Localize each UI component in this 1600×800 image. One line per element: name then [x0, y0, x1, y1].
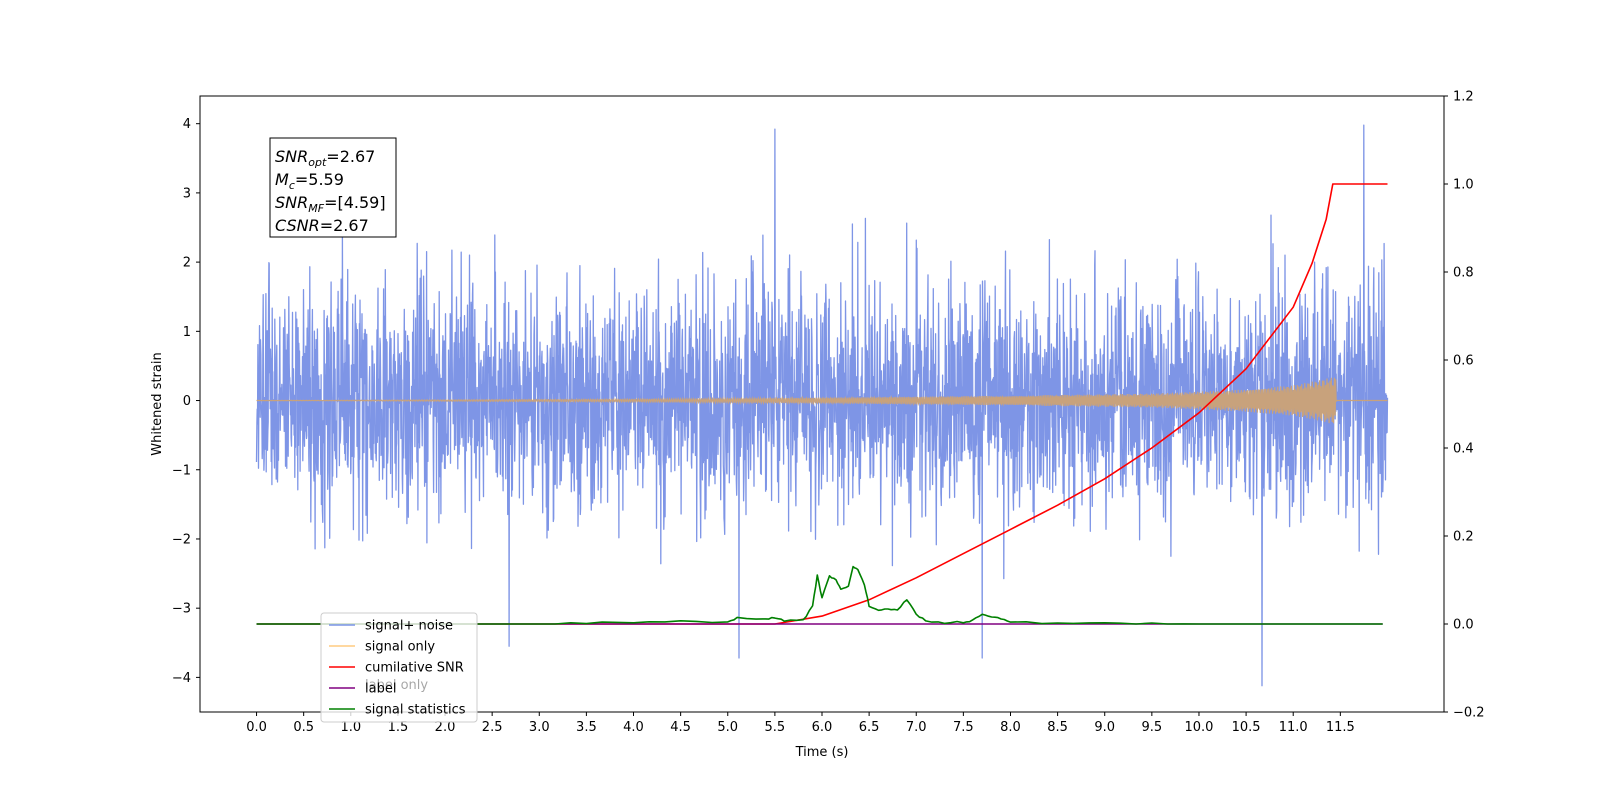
x-tick-label: 11.5 [1326, 720, 1355, 735]
x-axis-label: Time (s) [795, 745, 849, 760]
annotation-line: SNRopt=2.67 [275, 147, 375, 169]
y-axis-label: Whitened strain [150, 352, 165, 455]
x-tick-label: 1.0 [340, 720, 361, 735]
x-tick-label: 0.0 [246, 720, 267, 735]
y2-tick-label: −0.2 [1453, 706, 1485, 721]
legend-label: signal+ noise [365, 619, 453, 634]
y-tick-label: 2 [183, 256, 191, 271]
legend-hidden-label: label only [365, 678, 428, 693]
annotation-line: SNRMF=[4.59] [275, 193, 386, 215]
legend-label: signal only [365, 640, 435, 655]
x-tick-label: 4.0 [623, 720, 644, 735]
legend-label: signal statistics [365, 703, 466, 718]
y-tick-label: 0 [183, 394, 191, 409]
annotation-line: CSNR=2.67 [275, 216, 369, 235]
x-tick-label: 2.5 [482, 720, 503, 735]
x-tick-label: 7.0 [906, 720, 927, 735]
y-tick-label: 1 [183, 325, 191, 340]
x-tick-label: 8.0 [1000, 720, 1021, 735]
x-tick-label: 0.5 [293, 720, 314, 735]
y2-tick-label: 0.4 [1453, 442, 1474, 457]
y-axis-right: 1.2 1.0 0.8 0.6 0.4 0.2 0.0 −0.2 [1444, 90, 1485, 721]
x-tick-label: 6.5 [859, 720, 880, 735]
series-cumilative-snr [256, 183, 1388, 625]
x-tick-label: 2.0 [435, 720, 456, 735]
y-tick-label: 3 [183, 186, 191, 201]
y2-tick-label: 0.0 [1453, 618, 1474, 633]
series-signal-only [256, 377, 1388, 424]
x-tick-label: 1.5 [388, 720, 409, 735]
y2-tick-label: 0.8 [1453, 266, 1474, 281]
x-tick-label: 8.5 [1047, 720, 1068, 735]
legend-label: label [365, 682, 396, 697]
annotation-line: Mc=5.59 [275, 170, 344, 192]
x-tick-label: 5.5 [765, 720, 786, 735]
y-tick-label: −4 [172, 671, 191, 686]
y2-tick-label: 1.2 [1453, 90, 1474, 105]
x-axis: 0.0 0.5 1.0 1.5 2.0 2.5 3.0 3.5 4.0 4.5 5.0 5.5 6.0 6… [246, 712, 1355, 735]
x-tick-label: 5.0 [717, 720, 738, 735]
x-tick-label: 3.5 [576, 720, 597, 735]
x-tick-label: 10.5 [1232, 720, 1261, 735]
x-tick-label: 9.0 [1094, 720, 1115, 735]
legend-label: cumilative SNR [365, 661, 464, 676]
y-tick-label: −1 [172, 463, 191, 478]
x-tick-label: 9.5 [1142, 720, 1163, 735]
y-tick-label: −2 [172, 532, 191, 547]
x-tick-label: 3.0 [529, 720, 550, 735]
x-tick-label: 6.0 [812, 720, 833, 735]
series-signal-noise [255, 124, 1389, 687]
y-tick-label: 4 [183, 117, 191, 132]
y-axis-left: 4 3 2 1 0 −1 −2 −3 −4 [172, 117, 200, 686]
y-tick-label: −3 [172, 602, 191, 617]
y2-tick-label: 0.6 [1453, 354, 1474, 369]
legend: label only signal+ noise signal only cumila… [320, 612, 478, 723]
x-tick-label: 7.5 [953, 720, 974, 735]
x-tick-label: 4.5 [670, 720, 691, 735]
x-tick-label: 10.0 [1184, 720, 1213, 735]
legend-frame [320, 612, 478, 723]
x-tick-label: 11.0 [1279, 720, 1308, 735]
annotation-frame [269, 137, 397, 238]
y2-tick-label: 0.2 [1453, 530, 1474, 545]
series-signal-statistics [256, 565, 1383, 625]
y2-tick-label: 1.0 [1453, 178, 1474, 193]
